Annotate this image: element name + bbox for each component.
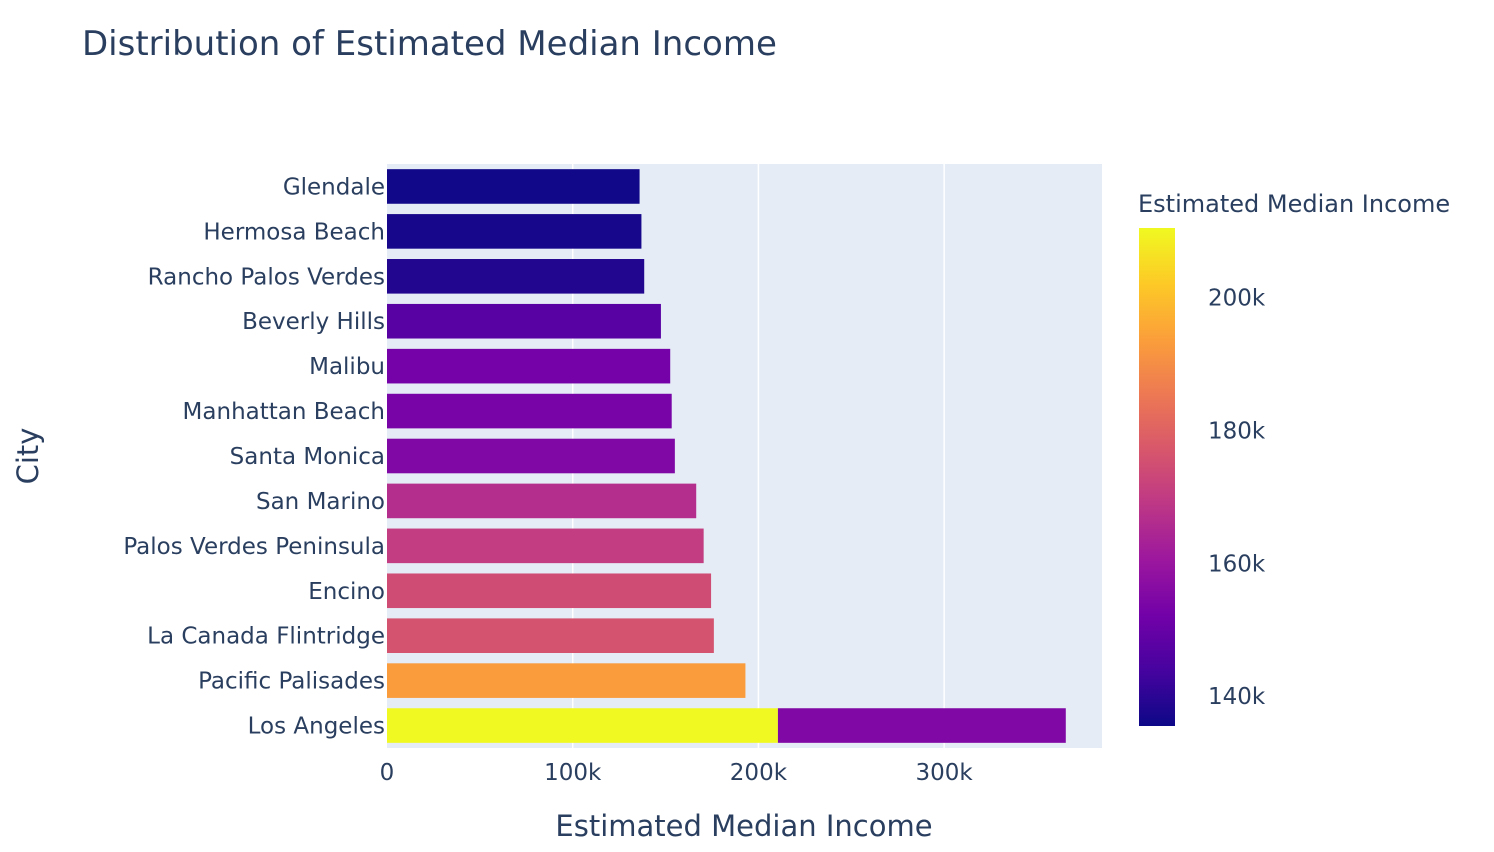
bar-segment: [387, 483, 697, 519]
chart-title: Distribution of Estimated Median Income: [82, 24, 777, 64]
y-axis-tick-labels: Glendale Hermosa Beach Rancho Palos Verdes…: [123, 174, 385, 739]
y-tick-label: Manhattan Beach: [183, 399, 385, 425]
bar-segment: [387, 528, 704, 564]
y-tick-label: Beverly Hills: [242, 309, 385, 335]
bar-segment: [387, 708, 778, 743]
colorbar-tick-label: 140k: [1208, 684, 1266, 710]
bar-segment: [387, 259, 645, 294]
x-tick-label: 100k: [544, 760, 602, 786]
y-axis-label: City: [11, 428, 45, 485]
x-tick-label: 0: [380, 760, 395, 786]
y-tick-label: Rancho Palos Verdes: [148, 264, 385, 290]
y-tick-label: Palos Verdes Peninsula: [123, 534, 385, 560]
bar-segment: [387, 393, 672, 429]
bar-segment: [387, 303, 661, 339]
x-axis-tick-labels: 0 100k 200k 300k: [380, 760, 974, 786]
y-tick-label: La Canada Flintridge: [147, 624, 385, 650]
colorbar-gradient: [1139, 228, 1175, 726]
bar-segment: [387, 348, 671, 384]
x-axis-label: Estimated Median Income: [555, 809, 932, 843]
colorbar-title: Estimated Median Income: [1138, 190, 1450, 218]
bar-segment: [387, 618, 714, 653]
y-tick-label: Los Angeles: [248, 714, 385, 740]
y-tick-label: Santa Monica: [230, 444, 385, 470]
y-tick-label: San Marino: [256, 489, 385, 515]
colorbar-tick-label: 200k: [1208, 286, 1266, 312]
x-tick-label: 300k: [916, 760, 974, 786]
y-tick-label: Hermosa Beach: [203, 219, 385, 245]
colorbar-tick-label: 160k: [1208, 551, 1266, 577]
bar-segment: [387, 214, 642, 249]
colorbar-tick-labels: 140k 160k 180k 200k: [1208, 286, 1266, 710]
y-tick-label: Glendale: [283, 174, 385, 200]
y-tick-label: Encino: [308, 579, 385, 605]
bar-segment: [777, 708, 1066, 743]
y-tick-label: Pacific Palisades: [198, 669, 385, 695]
bar-segment: [387, 169, 640, 204]
bar-segment: [387, 573, 712, 609]
colorbar-tick-label: 180k: [1208, 419, 1266, 445]
y-tick-label: Malibu: [309, 354, 385, 380]
bar-segment: [387, 663, 746, 698]
bars: [387, 169, 1066, 743]
x-tick-label: 200k: [730, 760, 788, 786]
bar-segment: [387, 438, 675, 474]
